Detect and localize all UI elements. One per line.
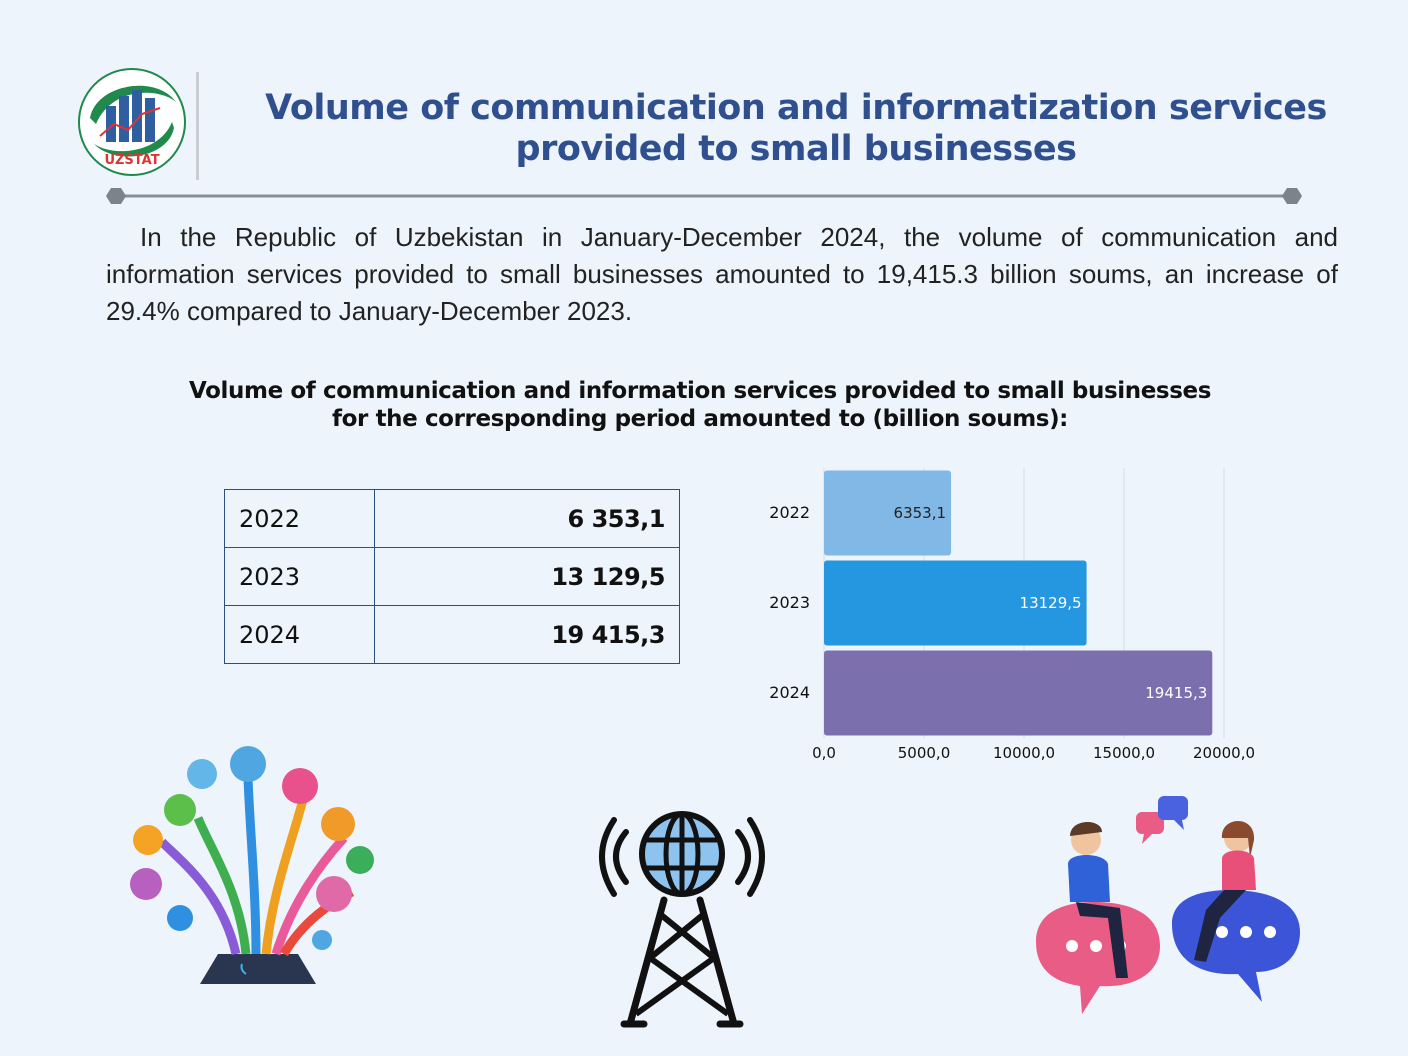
- technology-tree-illustration: [130, 746, 374, 984]
- table-row: 2023 13 129,5: [224, 547, 680, 606]
- uzstat-logo-icon: UZSTAT: [78, 68, 186, 176]
- page-title-line1: Volume of communication and informatizat…: [265, 88, 1327, 128]
- title-rule: [106, 188, 1302, 204]
- table-cell-value: 13 129,5: [374, 547, 680, 606]
- x-tick-label: 10000,0: [993, 744, 1055, 762]
- category-label: 2022: [769, 503, 810, 522]
- x-tick-label: 15000,0: [1093, 744, 1155, 762]
- bar-2024: [824, 650, 1213, 736]
- x-tick-label: 20000,0: [1193, 744, 1255, 762]
- x-tick-label: 5000,0: [898, 744, 951, 762]
- intro-paragraph: In the Republic of Uzbekistan in January…: [106, 222, 1338, 326]
- table-row: 2022 6 353,1: [224, 489, 680, 548]
- table-cell-year: 2023: [224, 547, 375, 606]
- data-table: 2022 6 353,1 2023 13 129,5 2024 19 415,3: [224, 489, 680, 664]
- data-label: 13129,5: [1020, 594, 1082, 612]
- page-title-line2: provided to small businesses: [515, 129, 1077, 169]
- radio-tower-globe-icon: [599, 811, 765, 1028]
- chatting-people-illustration: [1036, 796, 1300, 1014]
- table-cell-value: 19 415,3: [374, 605, 680, 664]
- page-title: Volume of communication and informatizat…: [236, 88, 1356, 170]
- bar-2023: [824, 560, 1087, 646]
- category-label: 2024: [769, 683, 810, 702]
- logo-text: UZSTAT: [104, 153, 159, 168]
- category-label: 2023: [769, 593, 810, 612]
- bar-2022: [824, 470, 952, 556]
- chart-title-line2: for the corresponding period amounted to…: [332, 406, 1068, 432]
- table-cell-year: 2022: [224, 489, 375, 548]
- table-row: 2024 19 415,3: [224, 605, 680, 664]
- x-tick-label: 0,0: [812, 744, 836, 762]
- header-divider: [196, 72, 199, 180]
- data-label: 6353,1: [894, 504, 947, 522]
- table-cell-value: 6 353,1: [374, 489, 680, 548]
- chart-title: Volume of communication and information …: [104, 377, 1296, 433]
- data-label: 19415,3: [1145, 684, 1207, 702]
- bar-chart: 6353,1 13129,5 19415,3 2022 2023 2024 0,0 500…: [769, 468, 1255, 762]
- table-cell-year: 2024: [224, 605, 375, 664]
- chart-title-line1: Volume of communication and information …: [189, 378, 1211, 404]
